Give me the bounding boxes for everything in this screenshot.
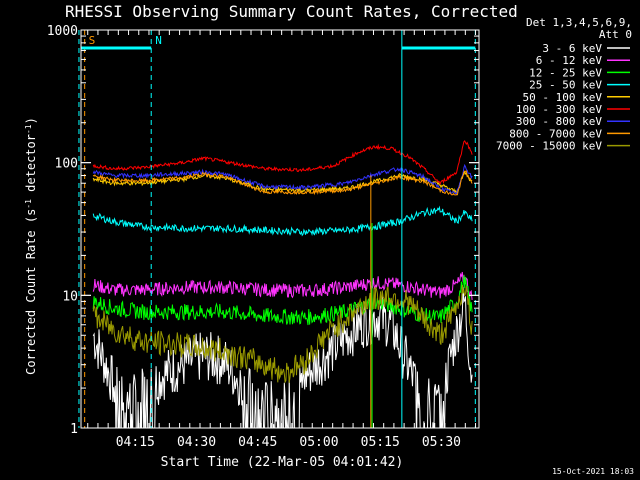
- x-tick-label: 04:15: [116, 435, 155, 450]
- series-line-100-300-kev: [92, 140, 473, 186]
- y-tick-label: 10: [62, 289, 78, 304]
- legend-label: 25 - 50 keV: [529, 79, 602, 92]
- y-tick-label: 1000: [47, 24, 78, 39]
- x-tick-label: 04:45: [238, 435, 277, 450]
- legend-label: 300 - 800 keV: [516, 115, 602, 128]
- x-tick-label: 05:30: [422, 435, 461, 450]
- y-tick-label: 1: [70, 422, 78, 437]
- x-tick-label: 05:15: [361, 435, 400, 450]
- legend-header-1: Det 1,3,4,5,6,9,: [526, 16, 632, 29]
- marker-s: S: [89, 34, 96, 47]
- legend-label: 6 - 12 keV: [536, 54, 603, 67]
- legend-header-2: Att 0: [599, 28, 632, 41]
- series-line-7000-15000-kev: [92, 284, 473, 384]
- series-line-6-12-kev: [92, 271, 473, 300]
- legend-label: 3 - 6 keV: [542, 42, 602, 55]
- x-tick-label: 05:00: [299, 435, 338, 450]
- series-line-25-50-kev: [92, 205, 473, 237]
- series-line-300-800-kev: [92, 163, 473, 195]
- series-line-3-6-kev: [92, 286, 473, 428]
- legend-label: 800 - 7000 keV: [509, 127, 602, 140]
- chart-title: RHESSI Observing Summary Count Rates, Co…: [65, 2, 518, 21]
- y-axis-label: Corrected Count Rate (s-1 detector-1): [24, 117, 39, 375]
- series-line-12-25-kev: [92, 275, 473, 326]
- legend-label: 50 - 100 keV: [523, 91, 603, 104]
- y-tick-label: 100: [55, 157, 78, 172]
- plot-frame: [80, 29, 480, 429]
- x-axis-label: Start Time (22-Mar-05 04:01:42): [161, 455, 404, 470]
- axes: 1 10 100 1000 04:15 04:30 04:45 05:00 05:15 05:30: [47, 24, 480, 450]
- series-group: [92, 140, 473, 428]
- series-line-800-7000-kev: [92, 170, 473, 196]
- legend-label: 12 - 25 keV: [529, 66, 602, 79]
- legend-label: 100 - 300 keV: [516, 103, 602, 116]
- series-line-50-100-kev: [92, 170, 473, 195]
- x-tick-label: 04:30: [177, 435, 216, 450]
- marker-n: N: [155, 34, 162, 47]
- timestamp: 15-Oct-2021 18:03: [552, 467, 634, 476]
- legend-label: 7000 - 15000 keV: [496, 140, 602, 153]
